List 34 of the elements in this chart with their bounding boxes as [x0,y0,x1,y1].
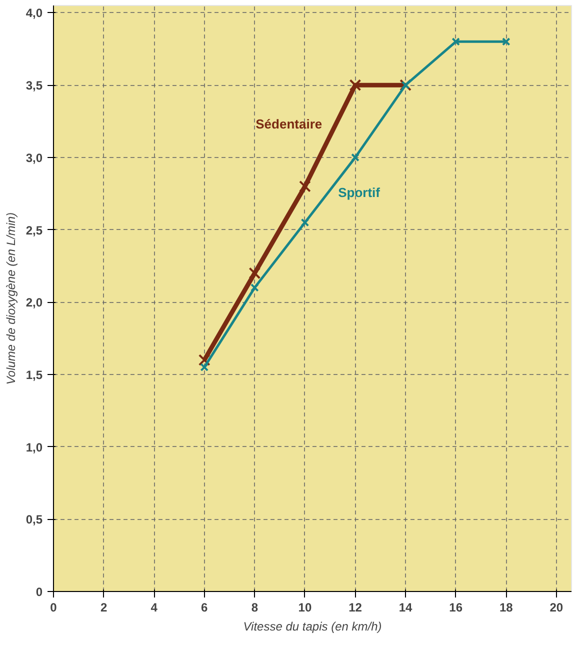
point [200,363,209,372]
y-tick-label: 0,5 [26,512,43,527]
y-tick-label: 3,0 [26,150,43,165]
point [198,354,210,366]
x-tick-label: 18 [499,600,514,614]
y-axis-title: Volume de dioxygène (en L/min) [4,212,18,385]
point [300,218,310,227]
series-label: Sportif [338,184,381,200]
point [248,267,261,280]
point [502,37,510,46]
x-tick-label: 0 [50,600,58,614]
y-tick-label: 1,0 [26,440,43,454]
y-tick-label: 2,5 [26,223,43,238]
point [452,37,460,46]
x-tick-label: 8 [251,600,258,614]
y-tick-label: 3,5 [26,78,43,93]
y-tick-label: 1,5 [26,368,43,382]
x-tick-label: 4 [150,600,158,614]
point [351,153,360,162]
x-tick-label: 6 [201,600,208,614]
x-tick-label: 10 [298,600,312,614]
x-axis-title: Vitesse du tapis (en km/h) [243,620,382,634]
x-tick-label: 16 [449,600,463,614]
y-tick-label: 0 [36,585,43,599]
y-tick-label: 4,0 [26,6,43,20]
series-label: Sédentaire [256,116,322,132]
x-tick-label: 12 [348,600,362,614]
x-tick-label: 2 [100,600,108,614]
point [299,180,311,192]
point [250,283,259,292]
y-tick-label: 2,0 [26,296,43,310]
point [349,79,362,92]
x-tick-label: 20 [550,600,564,614]
x-tick-label: 14 [398,600,413,614]
